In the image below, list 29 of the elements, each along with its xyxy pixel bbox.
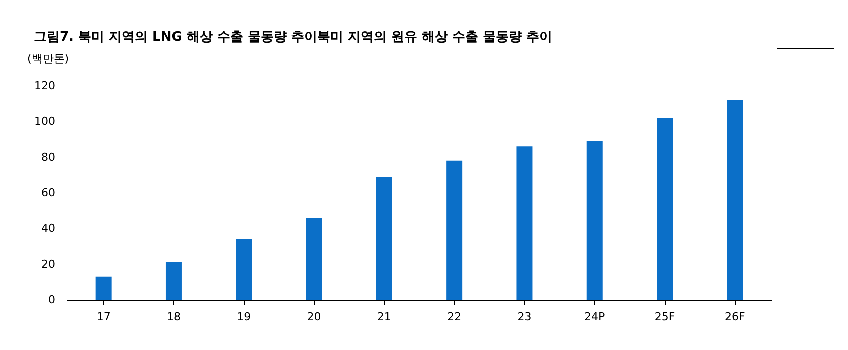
x-tick-label: 20 — [307, 310, 322, 324]
x-tick-label: 17 — [96, 310, 111, 324]
bar — [516, 146, 533, 300]
bar — [727, 100, 744, 300]
y-tick-label: 80 — [42, 150, 56, 164]
bar — [96, 276, 112, 300]
x-tick-label: 19 — [237, 310, 252, 324]
x-tick-label: 18 — [166, 310, 181, 324]
bar — [306, 218, 322, 300]
bar — [376, 176, 392, 300]
y-tick-label: 60 — [42, 186, 56, 200]
y-tick-label: 100 — [34, 115, 56, 128]
y-tick-label: 120 — [34, 80, 56, 92]
bar — [446, 160, 463, 300]
bar — [657, 118, 674, 300]
x-tick-label: 21 — [377, 310, 392, 324]
bar — [166, 262, 182, 300]
x-tick-label: 24P — [584, 310, 606, 324]
x-tick-label: 23 — [518, 310, 532, 324]
y-tick-label: 40 — [42, 222, 56, 236]
bar — [236, 239, 252, 300]
bar — [586, 141, 603, 300]
y-tick-label: 0 — [48, 294, 56, 306]
y-axis-title: (백만톤) — [28, 52, 70, 66]
x-tick-label: 25F — [654, 310, 676, 324]
y-tick-label: 20 — [42, 258, 56, 271]
chart-title: 그림7. 북미 지역의 LNG 해상 수출 물동량 추이북미 지역의 원유 해상 수출 물동량 추이 — [34, 28, 834, 49]
x-tick-label: 26F — [725, 310, 746, 324]
x-tick-label: 22 — [448, 310, 462, 324]
